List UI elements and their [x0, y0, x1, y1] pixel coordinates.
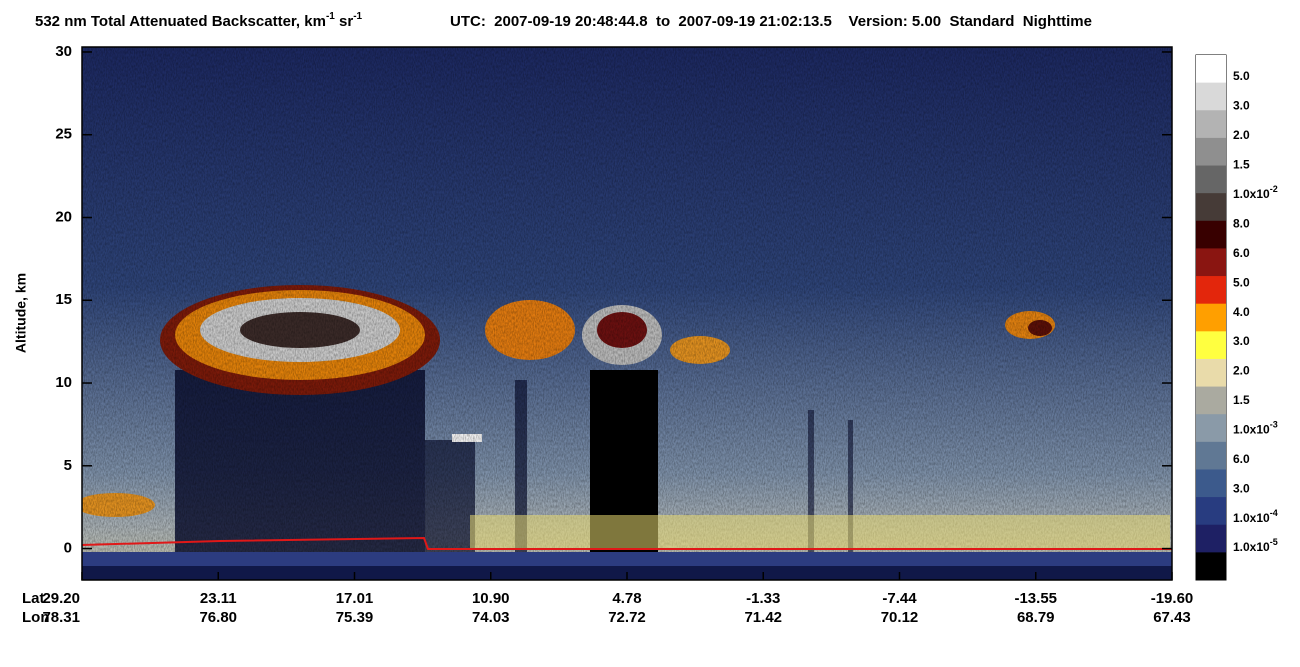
chart-title: 532 nm Total Attenuated Backscatter, km-… — [35, 11, 363, 30]
colorbar-swatch — [1196, 303, 1226, 332]
colorbar-label: 1.5 — [1233, 158, 1250, 172]
colorbar-label: 1.0x10-5 — [1233, 538, 1278, 555]
x-tick-label: 10.90 — [472, 590, 510, 607]
surface-line — [82, 536, 1172, 550]
lon-row-label: Lon — [22, 609, 50, 626]
colorbar-label: 2.0 — [1233, 128, 1250, 142]
y-axis-label: Altitude, km — [13, 273, 29, 353]
colorbar-label: 2.0 — [1233, 364, 1250, 378]
x-tick-label: 17.01 — [336, 590, 374, 607]
colorbar-label: 1.0x10-2 — [1233, 184, 1278, 201]
colorbar-label-base: 1.0x10 — [1233, 187, 1270, 201]
y-tick-label: 20 — [55, 208, 72, 225]
colorbar-swatch — [1196, 110, 1226, 139]
boundary-layer — [470, 515, 1170, 550]
x-tick-label: 72.72 — [608, 609, 646, 626]
colorbar-swatch — [1196, 276, 1226, 305]
x-tick-label: 76.80 — [199, 609, 237, 626]
x-tick-label: -7.44 — [882, 590, 917, 607]
colorbar-swatch — [1196, 441, 1226, 470]
colorbar-label: 3.0 — [1233, 99, 1250, 113]
x-tick-label: 78.31 — [42, 609, 80, 626]
colorbar-label-base: 1.0x10 — [1233, 540, 1270, 554]
title-text: sr — [335, 13, 354, 30]
colorbar-swatch — [1196, 386, 1226, 415]
x-tick-label: -19.60 — [1151, 590, 1194, 607]
colorbar-swatch — [1196, 497, 1226, 526]
colorbar-swatch — [1196, 137, 1226, 167]
colorbar-label-base: 1.0x10 — [1233, 511, 1270, 525]
colorbar-label: 5.0 — [1233, 275, 1250, 289]
y-tick-label: 0 — [64, 540, 72, 557]
colorbar-label-exp: -2 — [1270, 184, 1278, 194]
colorbar-label: 5.0 — [1233, 69, 1250, 83]
title-sup: -1 — [326, 11, 335, 22]
colorbar-swatch — [1196, 165, 1226, 194]
x-tick-label: 23.11 — [200, 590, 237, 607]
x-tick-label: 67.43 — [1153, 609, 1191, 626]
y-tick-label: 30 — [55, 43, 72, 60]
colorbar-label-exp: -5 — [1270, 538, 1278, 548]
x-tick-label: 75.39 — [336, 609, 374, 626]
x-tick-label: 74.03 — [472, 609, 510, 626]
colorbar-label: 1.0x10-3 — [1233, 420, 1278, 437]
colorbar-swatch — [1196, 55, 1226, 84]
colorbar-label: 3.0 — [1233, 334, 1250, 348]
colorbar-label: 4.0 — [1233, 305, 1250, 319]
colorbar-swatch — [1196, 524, 1226, 553]
x-tick-label: 71.42 — [744, 609, 782, 626]
colorbar-swatch — [1196, 414, 1226, 443]
colorbar-swatch — [1196, 82, 1226, 111]
colorbar-swatch — [1196, 331, 1226, 360]
y-tick-label: 5 — [64, 457, 72, 474]
title-sup: -1 — [353, 11, 362, 22]
y-tick-label: 10 — [55, 374, 72, 391]
backscatter-image — [82, 47, 1172, 580]
colorbar-label: 6.0 — [1233, 452, 1250, 466]
noise-texture — [82, 47, 1172, 580]
y-tick-label: 15 — [55, 291, 72, 308]
x-tick-label: -13.55 — [1014, 590, 1057, 607]
y-tick-label: 25 — [55, 126, 72, 143]
colorbar-label-exp: -4 — [1270, 508, 1278, 518]
x-tick-label: 68.79 — [1017, 609, 1055, 626]
surface-return — [82, 552, 1172, 566]
x-tick-label: 4.78 — [612, 590, 641, 607]
colorbar-swatch — [1196, 358, 1226, 388]
chart-subtitle: UTC: 2007-09-19 20:48:44.8 to 2007-09-19… — [450, 13, 1092, 30]
colorbar-label: 1.5 — [1233, 393, 1250, 407]
x-tick-label: 29.20 — [42, 590, 80, 607]
colorbar-label: 8.0 — [1233, 216, 1250, 230]
x-tick-label: 70.12 — [881, 609, 919, 626]
colorbar-label: 6.0 — [1233, 246, 1250, 260]
colorbar-swatch — [1196, 220, 1226, 249]
colorbar-label-base: 1.0x10 — [1233, 423, 1270, 437]
colorbar-label: 1.0x10-4 — [1233, 508, 1278, 525]
colorbar-swatch — [1196, 248, 1226, 277]
lat-row-label: Lat — [22, 590, 45, 607]
colorbar-swatch — [1196, 552, 1226, 581]
colorbar-swatch — [1196, 193, 1226, 222]
colorbar-swatch — [1196, 469, 1226, 498]
colorbar-label-exp: -3 — [1270, 420, 1278, 430]
colorbar-label: 3.0 — [1233, 481, 1250, 495]
x-tick-label: -1.33 — [746, 590, 780, 607]
title-text: 532 nm Total Attenuated Backscatter, km — [35, 13, 326, 30]
